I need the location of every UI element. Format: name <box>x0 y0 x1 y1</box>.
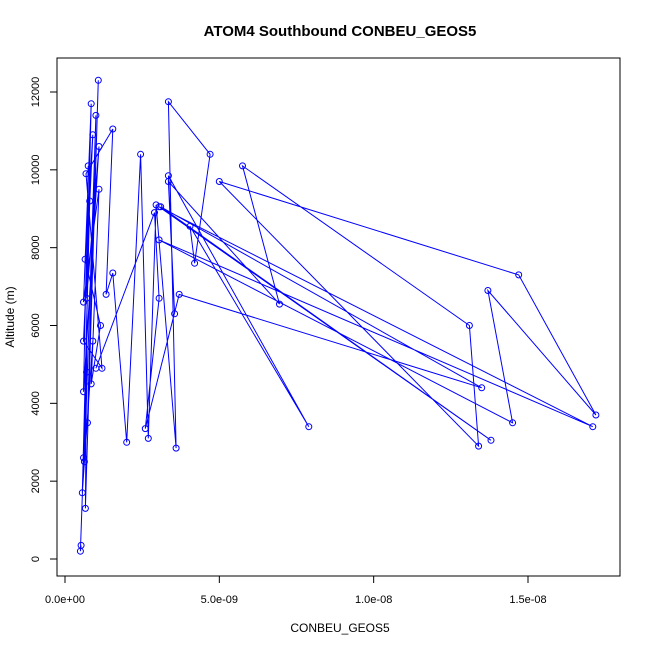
data-point <box>478 384 486 392</box>
data-point <box>144 434 152 442</box>
data-point <box>89 131 97 139</box>
data-point <box>515 271 523 279</box>
data-point <box>80 337 87 345</box>
data-point <box>89 337 97 345</box>
data-point <box>102 290 110 298</box>
data-point <box>175 290 183 298</box>
data-point <box>487 436 495 444</box>
data-point <box>87 100 95 108</box>
data-point <box>76 547 84 555</box>
data-point <box>509 419 517 427</box>
data-point <box>87 380 95 388</box>
data-point <box>164 178 172 185</box>
data-point <box>84 419 91 427</box>
data-point <box>592 411 600 419</box>
x-tick-label: 5.0e-09 <box>201 594 238 606</box>
data-point <box>239 162 246 170</box>
series-line <box>79 80 597 552</box>
data-point <box>206 150 214 158</box>
y-tick-label: 0 <box>30 556 42 562</box>
y-tick-label: 12000 <box>30 77 42 108</box>
x-tick-label: 0.0e+00 <box>45 594 85 606</box>
x-tick-label: 1.5e-08 <box>509 594 546 606</box>
data-point <box>484 287 492 294</box>
data-point <box>305 423 313 431</box>
y-tick-label: 4000 <box>30 391 42 415</box>
data-point <box>155 294 163 302</box>
data-point <box>83 368 91 376</box>
chart-title: ATOM4 Southbound CONBEU_GEOS5 <box>204 23 477 40</box>
x-axis: 0.0e+00 5.0e-09 1.0e-08 1.5e-08 <box>45 575 547 606</box>
series-points <box>76 76 600 555</box>
series-lines <box>79 80 597 552</box>
data-point <box>141 425 149 433</box>
data-point <box>80 454 87 462</box>
data-point <box>191 259 199 267</box>
data-point <box>276 300 283 308</box>
data-point <box>215 178 223 185</box>
y-axis-label: Altitude (m) <box>3 286 17 347</box>
data-point <box>465 322 473 329</box>
y-tick-label: 8000 <box>30 235 42 259</box>
data-point <box>86 197 94 205</box>
y-tick-label: 10000 <box>30 155 42 186</box>
data-point <box>82 170 90 178</box>
data-point <box>80 388 87 396</box>
data-point <box>84 162 92 170</box>
data-point <box>97 322 104 329</box>
data-point <box>80 298 87 306</box>
data-point <box>151 209 158 217</box>
data-point <box>95 143 103 150</box>
data-point <box>81 504 89 512</box>
data-point <box>137 150 145 158</box>
data-point <box>92 364 100 372</box>
data-point <box>155 236 163 244</box>
data-point <box>94 76 102 84</box>
data-point <box>80 458 88 466</box>
y-tick-label: 2000 <box>30 469 42 493</box>
data-point <box>172 444 180 452</box>
data-point <box>92 111 100 119</box>
data-point <box>95 185 103 193</box>
data-point <box>123 438 131 446</box>
y-tick-label: 6000 <box>30 313 42 337</box>
x-axis-label: CONBEU_GEOS5 <box>290 621 390 635</box>
data-point <box>157 203 165 211</box>
x-tick-label: 1.0e-08 <box>355 594 392 606</box>
data-point <box>475 442 483 450</box>
data-point <box>164 98 172 106</box>
data-point <box>589 423 597 431</box>
data-point <box>81 255 89 263</box>
data-point <box>109 269 117 277</box>
data-point <box>171 310 179 318</box>
data-point <box>78 489 86 497</box>
data-point <box>109 125 117 133</box>
y-axis: 0 2000 4000 6000 8000 10000 12000 <box>30 77 58 562</box>
data-point <box>186 222 194 230</box>
